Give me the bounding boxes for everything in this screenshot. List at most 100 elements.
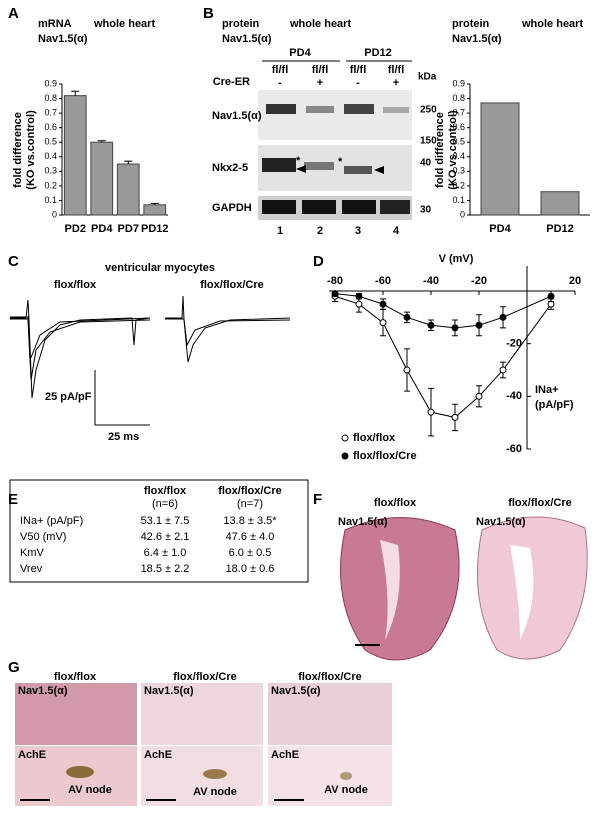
point bbox=[355, 292, 363, 300]
stain-label: Nav1.5(α) bbox=[18, 685, 68, 697]
column-n: (n=7) bbox=[237, 498, 263, 510]
band bbox=[304, 162, 334, 170]
lane-number: 2 bbox=[317, 225, 323, 237]
cre-status: - bbox=[356, 77, 360, 89]
y-tick-label: 0.5 bbox=[452, 137, 465, 147]
point bbox=[475, 321, 483, 329]
point bbox=[403, 313, 411, 321]
bar bbox=[143, 204, 167, 216]
genotype: fl/fl bbox=[350, 64, 367, 76]
y-tick-label: 0.6 bbox=[452, 122, 465, 132]
group-label: flox/flox bbox=[374, 497, 417, 509]
genotype: fl/fl bbox=[388, 64, 405, 76]
band bbox=[262, 158, 296, 172]
stain-label: AchE bbox=[271, 749, 299, 761]
y-label: (KO vs.control) bbox=[25, 110, 37, 190]
y-tick-label: 0.3 bbox=[44, 166, 57, 176]
cell: 13.8 ± 3.5* bbox=[223, 515, 277, 527]
micrograph bbox=[141, 746, 263, 806]
western-blot: protein whole heart Nav1.5(α) PD4 PD12 C… bbox=[212, 18, 437, 237]
y-tick-label: 0.7 bbox=[44, 107, 57, 117]
stain-label: Nav1.5(α) bbox=[338, 516, 388, 528]
point bbox=[427, 321, 435, 329]
group-label: flox/flox/Cre bbox=[200, 279, 264, 291]
blot-subtitle: Nav1.5(α) bbox=[222, 33, 272, 45]
panel-letter: B bbox=[203, 5, 214, 22]
band bbox=[344, 104, 374, 114]
point bbox=[547, 300, 555, 308]
chart-note: whole heart bbox=[93, 18, 155, 30]
bar bbox=[480, 102, 520, 216]
micrograph bbox=[141, 683, 263, 745]
mw-marker: 250 bbox=[420, 105, 437, 116]
point bbox=[403, 366, 411, 374]
cell: 6.4 ± 1.0 bbox=[144, 547, 187, 559]
asterisk: * bbox=[296, 155, 301, 167]
legend-marker bbox=[341, 452, 349, 460]
ventricle-lumen bbox=[380, 540, 400, 640]
x-tick-label: PD12 bbox=[546, 223, 574, 235]
y-tick-label: 0.8 bbox=[44, 93, 57, 103]
cre-status: - bbox=[278, 77, 282, 89]
group-label: flox/flox/Cre bbox=[298, 671, 362, 683]
y-tick-label: 0 bbox=[460, 209, 465, 219]
y-tick-label: 0.7 bbox=[452, 107, 465, 117]
cre-status: + bbox=[317, 77, 323, 89]
mw-marker: 150 bbox=[420, 136, 437, 147]
timepoint: PD4 bbox=[289, 47, 311, 59]
group-label: flox/flox/Cre bbox=[173, 671, 237, 683]
band-label: Nkx2-5 bbox=[212, 162, 248, 174]
lane-number: 3 bbox=[355, 225, 361, 237]
x-tick-label: PD2 bbox=[65, 223, 86, 235]
band-label: GAPDH bbox=[212, 202, 252, 214]
column-n: (n=6) bbox=[152, 498, 178, 510]
micrograph bbox=[268, 746, 392, 806]
y-tick-label: 0.6 bbox=[44, 122, 57, 132]
column-header: flox/flox/Cre bbox=[218, 485, 282, 497]
y-tick-label: 0 bbox=[52, 209, 57, 219]
region-label: AV node bbox=[68, 784, 112, 796]
arrowhead bbox=[374, 166, 384, 174]
point bbox=[379, 300, 387, 308]
point bbox=[499, 366, 507, 374]
legend-marker bbox=[341, 434, 349, 442]
av-node-sections: flox/flox flox/flox/Cre flox/flox/Cre Na… bbox=[15, 671, 392, 806]
kda-label: kDa bbox=[418, 72, 437, 83]
lane-number: 4 bbox=[393, 225, 400, 237]
y-tick-label: 0.9 bbox=[44, 78, 57, 88]
bar bbox=[63, 95, 87, 216]
x-tick-label: -40 bbox=[423, 275, 439, 287]
band bbox=[262, 200, 296, 214]
panel-letter: A bbox=[8, 5, 19, 22]
stain-label: Nav1.5(α) bbox=[144, 685, 194, 697]
x-tick-label: -20 bbox=[471, 275, 487, 287]
av-node-stain bbox=[66, 766, 94, 778]
y-tick-label: 0.3 bbox=[452, 166, 465, 176]
heart-sections: flox/flox flox/flox/Cre Nav1.5(α) Nav1.5… bbox=[338, 497, 588, 661]
ventricle-lumen bbox=[510, 545, 534, 640]
row-label: V50 (mV) bbox=[20, 531, 66, 543]
column-header: flox/flox bbox=[144, 485, 187, 497]
y-tick-label: -60 bbox=[506, 443, 522, 455]
point bbox=[451, 413, 459, 421]
band bbox=[383, 107, 409, 113]
band bbox=[306, 106, 334, 113]
blot-title: protein bbox=[222, 18, 260, 30]
x-tick-label: 20 bbox=[569, 275, 581, 287]
y-label: (KO vs.control) bbox=[447, 110, 459, 190]
legend-label: flox/flox/Cre bbox=[353, 450, 417, 462]
y-tick-label: 0.9 bbox=[452, 78, 465, 88]
trace bbox=[165, 295, 291, 363]
y-tick-label: 0.1 bbox=[452, 195, 465, 205]
y-tick-label: 0.2 bbox=[452, 180, 465, 190]
error-bar bbox=[124, 160, 133, 165]
group-label: flox/flox bbox=[54, 671, 97, 683]
cell: 18.5 ± 2.2 bbox=[141, 563, 190, 575]
point bbox=[355, 300, 363, 308]
point bbox=[547, 292, 555, 300]
panel-letter: E bbox=[8, 491, 18, 508]
asterisk: * bbox=[338, 156, 343, 168]
y-tick-label: 0.5 bbox=[44, 137, 57, 147]
y-label: (pA/pF) bbox=[535, 399, 574, 411]
y-tick-label: 0.4 bbox=[452, 151, 465, 161]
